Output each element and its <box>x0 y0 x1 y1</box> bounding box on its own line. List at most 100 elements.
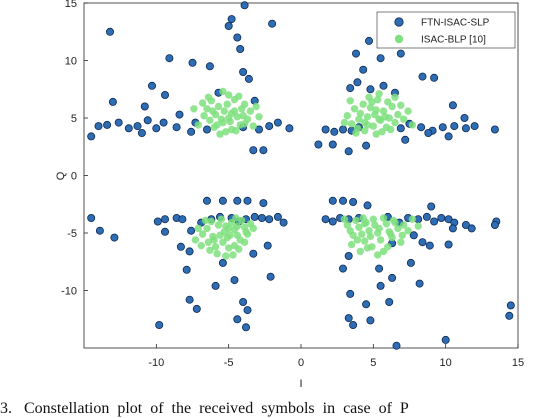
ftn-point-145 <box>376 281 385 290</box>
ftn-point-101 <box>185 247 194 256</box>
ftn-point-20 <box>124 124 133 133</box>
ftn-point-102 <box>182 265 191 274</box>
isac-point-146 <box>363 244 372 252</box>
ftn-point-106 <box>239 297 248 306</box>
isac-point-23 <box>190 105 198 113</box>
ftn-point-127 <box>437 213 446 222</box>
isac-point-141 <box>400 221 408 229</box>
ftn-point-137 <box>349 197 358 206</box>
isac-point-65 <box>387 125 395 134</box>
ftn-point-109 <box>249 249 258 258</box>
ftn-point-125 <box>422 212 431 221</box>
ftn-point-152 <box>375 264 384 273</box>
isac-point-14 <box>240 100 249 108</box>
ftn-point-17 <box>94 122 103 131</box>
ftn-point-6 <box>236 45 245 54</box>
ftn-point-23 <box>152 124 161 133</box>
isac-point-152 <box>347 240 356 249</box>
ftn-point-134 <box>427 202 436 211</box>
ftn-point-158 <box>392 341 401 350</box>
isac-point-84 <box>211 243 220 251</box>
isac-point-53 <box>379 107 388 115</box>
isac-point-82 <box>198 230 207 238</box>
x-tick-label: -5 <box>224 357 234 369</box>
isac-point-68 <box>391 93 399 102</box>
isac-point-35 <box>225 91 233 99</box>
ftn-point-131 <box>467 224 476 233</box>
isac-point-11 <box>233 113 241 121</box>
isac-point-71 <box>372 106 380 114</box>
y-tick-label: 15 <box>65 0 77 10</box>
isac-point-81 <box>203 224 211 233</box>
legend-marker-isac <box>394 34 404 44</box>
y-axis-label: Q <box>55 171 67 180</box>
isac-point-26 <box>227 125 236 134</box>
isac-point-108 <box>242 228 250 236</box>
isac-point-157 <box>353 236 362 244</box>
isac-point-106 <box>226 231 234 239</box>
ftn-point-76 <box>95 226 104 235</box>
ftn-point-149 <box>349 320 358 329</box>
ftn-point-146 <box>385 297 394 306</box>
ftn-point-40 <box>351 49 360 58</box>
isac-point-48 <box>366 104 375 112</box>
isac-point-33 <box>204 93 213 102</box>
isac-point-41 <box>347 120 356 128</box>
isac-point-151 <box>389 216 398 225</box>
isac-point-42 <box>350 105 359 113</box>
ftn-point-26 <box>187 127 196 136</box>
ftn-point-155 <box>506 301 515 310</box>
ftn-point-160 <box>344 251 353 260</box>
isac-point-119 <box>222 222 230 230</box>
ftn-point-35 <box>259 146 268 155</box>
isac-point-40 <box>343 112 351 120</box>
isac-point-45 <box>359 100 367 108</box>
isac-point-28 <box>209 107 217 115</box>
ftn-point-70 <box>362 141 371 150</box>
isac-point-75 <box>408 121 417 129</box>
isac-point-37 <box>252 102 260 111</box>
ftn-point-51 <box>460 114 469 123</box>
ftn-point-33 <box>285 124 294 133</box>
isac-point-140 <box>397 238 405 246</box>
ftn-point-77 <box>110 233 119 242</box>
isac-point-32 <box>213 121 221 129</box>
x-tick-label: 0 <box>298 357 304 369</box>
isac-point-1 <box>203 105 211 113</box>
isac-point-127 <box>361 237 369 245</box>
isac-point-103 <box>191 236 200 244</box>
ftn-point-12 <box>188 58 197 67</box>
isac-point-143 <box>408 215 417 223</box>
ftn-point-113 <box>233 315 242 324</box>
isac-point-156 <box>387 230 395 238</box>
ftn-point-16 <box>140 102 149 111</box>
ftn-point-56 <box>490 125 499 134</box>
data-points <box>87 1 515 350</box>
ftn-point-55 <box>470 122 479 131</box>
ftn-point-44 <box>353 78 362 87</box>
ftn-point-136 <box>338 196 347 205</box>
ftn-point-110 <box>192 304 201 313</box>
ftn-point-107 <box>243 306 252 315</box>
isac-point-149 <box>369 215 377 223</box>
ftn-point-1 <box>165 54 174 63</box>
isac-point-60 <box>400 115 408 123</box>
isac-point-155 <box>375 224 383 233</box>
ftn-point-50 <box>448 101 457 110</box>
isac-point-100 <box>197 241 205 250</box>
y-tick-label: 5 <box>71 113 77 125</box>
isac-point-145 <box>356 247 364 256</box>
isac-point-105 <box>219 238 227 246</box>
ftn-point-5 <box>233 33 242 42</box>
x-tick-label: -10 <box>148 357 164 369</box>
ftn-point-58 <box>417 123 426 132</box>
ftn-point-93 <box>279 218 288 227</box>
isac-point-36 <box>219 87 227 96</box>
ftn-point-112 <box>155 320 164 329</box>
isac-point-16 <box>246 107 255 115</box>
isac-point-133 <box>376 236 385 244</box>
isac-point-39 <box>255 113 263 121</box>
isac-point-6 <box>220 107 228 115</box>
x-axis-label: I <box>299 378 302 390</box>
ftn-point-133 <box>490 220 499 229</box>
